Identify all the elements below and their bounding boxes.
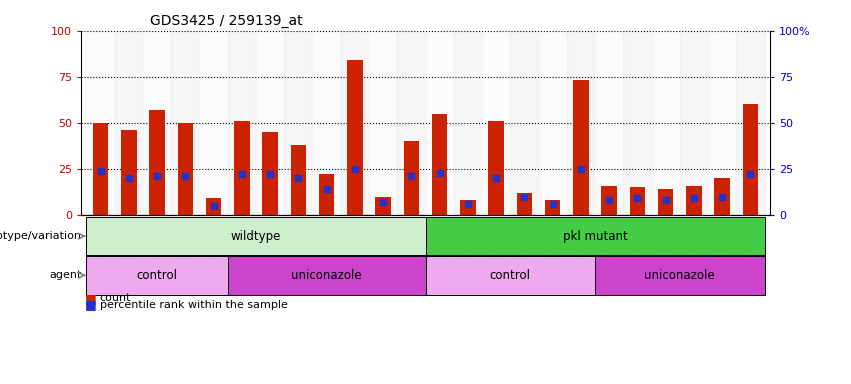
Bar [623,31,652,215]
Bar [256,31,284,215]
Bar [517,193,532,215]
Bar [228,256,426,295]
Bar [87,217,426,255]
Bar [206,199,221,215]
Bar [228,31,256,215]
Bar [595,31,623,215]
Bar [567,31,595,215]
Bar [347,60,363,215]
Bar [460,200,476,215]
Bar [595,256,764,295]
Bar [87,31,115,215]
Bar [743,104,758,215]
Bar [312,31,340,215]
Bar [488,121,504,215]
Text: ■: ■ [85,298,97,311]
Text: ■: ■ [85,292,97,305]
Bar [403,141,420,215]
Bar [397,31,426,215]
Bar [714,178,730,215]
Bar [290,145,306,215]
Bar [736,31,764,215]
Text: uniconazole: uniconazole [291,269,362,282]
Bar [539,31,567,215]
Bar [143,31,171,215]
Text: agent: agent [49,270,82,280]
Bar [426,217,764,255]
Bar [426,31,454,215]
Bar [115,31,143,215]
Bar [482,31,511,215]
Bar [121,130,137,215]
Text: percentile rank within the sample: percentile rank within the sample [100,300,288,310]
Bar [234,121,249,215]
Bar [178,123,193,215]
Bar [545,200,561,215]
Bar [511,31,539,215]
Bar [454,31,482,215]
Bar [708,31,736,215]
Text: wildtype: wildtype [231,230,281,243]
Bar [658,189,673,215]
Bar [680,31,708,215]
Bar [150,110,165,215]
Bar [426,256,595,295]
Bar [630,187,645,215]
Text: control: control [490,269,531,282]
Text: count: count [100,293,131,303]
Bar [686,185,701,215]
Bar [602,185,617,215]
Text: GDS3425 / 259139_at: GDS3425 / 259139_at [150,14,302,28]
Bar [284,31,312,215]
Bar [93,123,108,215]
Bar [431,114,448,215]
Bar [340,31,369,215]
Text: pkl mutant: pkl mutant [563,230,627,243]
Bar [369,31,397,215]
Bar [262,132,278,215]
Bar [171,31,199,215]
Bar [652,31,680,215]
Text: control: control [137,269,178,282]
Text: uniconazole: uniconazole [644,269,715,282]
Bar [199,31,228,215]
Text: genotype/variation: genotype/variation [0,231,82,241]
Bar [573,81,589,215]
Bar [375,197,391,215]
Bar [87,256,228,295]
Bar [319,174,334,215]
